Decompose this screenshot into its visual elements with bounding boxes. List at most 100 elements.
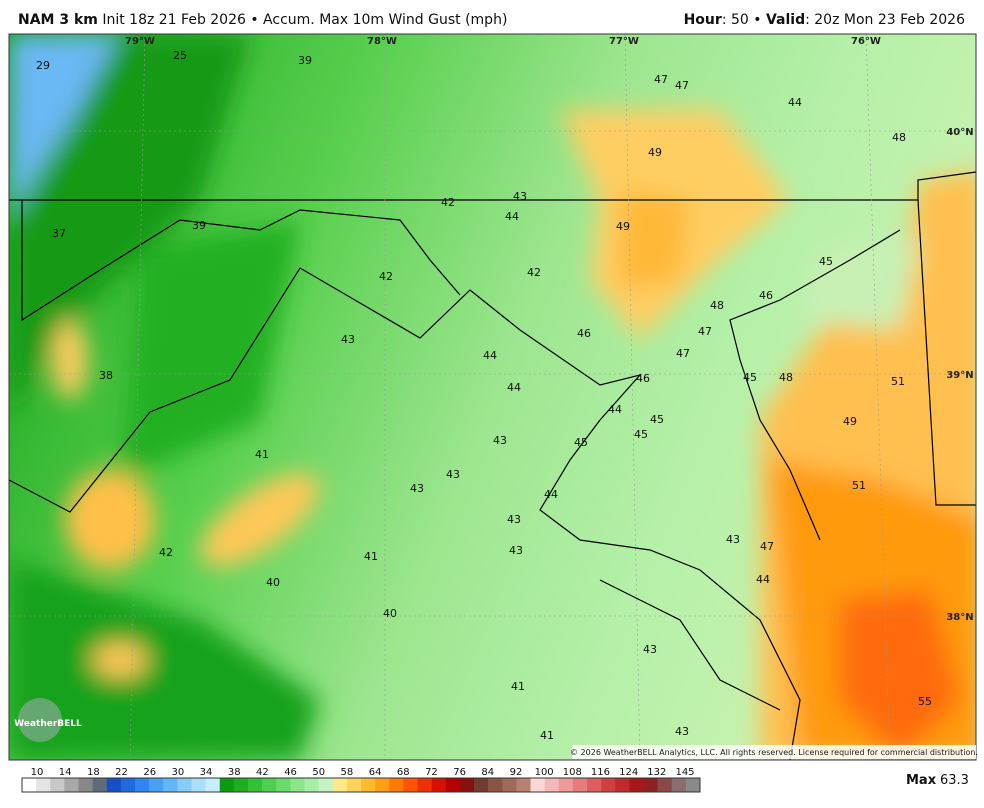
point-value: 55 xyxy=(918,695,932,708)
colorbar-swatch xyxy=(248,778,263,792)
point-value: 46 xyxy=(636,372,650,385)
point-value: 41 xyxy=(255,448,269,461)
hour-label: Hour xyxy=(683,12,722,28)
colorbar-tick-label: 18 xyxy=(87,767,100,778)
colorbar-tick-label: 132 xyxy=(647,767,666,778)
colorbar-swatch xyxy=(375,778,390,792)
colorbar-swatch xyxy=(685,778,701,792)
point-value: 43 xyxy=(675,725,689,738)
colorbar-tick-label: 38 xyxy=(228,767,241,778)
colorbar-tick-label: 76 xyxy=(453,767,466,778)
colorbar-swatch xyxy=(290,778,305,792)
colorbar-swatch xyxy=(120,778,136,792)
point-value: 46 xyxy=(759,289,773,302)
point-value: 43 xyxy=(509,544,523,557)
point-value: 43 xyxy=(341,333,355,346)
colorbar-swatch xyxy=(657,778,673,792)
colorbar-tick-label: 42 xyxy=(256,767,269,778)
colorbar-swatch xyxy=(318,778,334,792)
point-value: 42 xyxy=(159,546,173,559)
point-value: 41 xyxy=(364,550,378,563)
colorbar-tick-label: 30 xyxy=(172,767,185,778)
colorbar-tick-label: 145 xyxy=(675,767,694,778)
colorbar-swatch xyxy=(304,778,319,792)
point-value: 42 xyxy=(379,270,393,283)
colorbar-swatch xyxy=(488,778,503,792)
colorbar-tick-label: 108 xyxy=(563,767,582,778)
colorbar-tick-label: 124 xyxy=(619,767,638,778)
colorbar-swatch xyxy=(502,778,517,792)
point-value: 46 xyxy=(577,327,591,340)
colorbar-swatch xyxy=(50,778,65,792)
point-value: 38 xyxy=(99,369,113,382)
colorbar-swatch xyxy=(177,778,192,792)
point-value: 47 xyxy=(760,540,774,553)
point-value: 45 xyxy=(574,436,588,449)
colorbar-swatch xyxy=(149,778,164,792)
colorbar-swatch xyxy=(78,778,93,792)
logo: WeatherBELL xyxy=(14,719,82,729)
point-value: 49 xyxy=(843,415,857,428)
point-value: 43 xyxy=(410,482,424,495)
graticule xyxy=(9,33,976,761)
point-value: 42 xyxy=(527,266,541,279)
colorbar-swatch xyxy=(474,778,489,792)
colorbar-swatch xyxy=(106,778,122,792)
point-value: 29 xyxy=(36,59,50,72)
map-frame xyxy=(8,33,977,761)
point-value: 49 xyxy=(648,146,662,159)
colorbar-tick-label: 68 xyxy=(397,767,410,778)
colorbar-swatch xyxy=(163,778,178,792)
point-value: 45 xyxy=(650,413,664,426)
colorbar-tick-label: 14 xyxy=(59,767,72,778)
point-value: 45 xyxy=(819,255,833,268)
colorbar-swatch xyxy=(417,778,432,792)
point-value: 44 xyxy=(608,403,622,416)
model: NAM 3 km xyxy=(18,12,98,28)
point-value: 44 xyxy=(507,381,521,394)
point-value: 41 xyxy=(511,680,525,693)
point-value: 41 xyxy=(540,729,554,742)
point-value: 47 xyxy=(675,79,689,92)
point-value: 43 xyxy=(726,533,740,546)
colorbar-swatch xyxy=(643,778,658,792)
subtitle: Init 18z 21 Feb 2026 • Accum. Max 10m Wi… xyxy=(102,12,508,28)
colorbar-tick-label: 50 xyxy=(312,767,325,778)
point-value: 42 xyxy=(441,196,455,209)
colorbar-swatch xyxy=(629,778,644,792)
colorbar-swatch xyxy=(530,778,545,792)
lat-label: 38°N xyxy=(946,612,973,623)
colorbar-swatch xyxy=(558,778,574,792)
colorbar-swatch xyxy=(587,778,602,792)
point-value: 25 xyxy=(173,49,187,62)
colorbar-swatch xyxy=(332,778,348,792)
lon-label: 79°W xyxy=(125,36,155,47)
point-value: 39 xyxy=(298,54,312,67)
colorbar-tick-label: 34 xyxy=(200,767,213,778)
field xyxy=(9,34,976,760)
point-value: 47 xyxy=(654,73,668,86)
colorbar-swatch xyxy=(389,778,404,792)
point-value: 43 xyxy=(507,513,521,526)
point-value: 43 xyxy=(513,190,527,203)
colorbar-swatch xyxy=(459,778,475,792)
point-value: 49 xyxy=(616,220,630,233)
colorbar-swatch xyxy=(615,778,630,792)
header-right: Hour: 50 • Valid: 20z Mon 23 Feb 2026 xyxy=(684,12,965,28)
colorbar-frame xyxy=(21,777,701,793)
colorbar-swatch xyxy=(516,778,531,792)
max-value: 63.3 xyxy=(940,773,969,788)
point-value: 44 xyxy=(756,573,770,586)
lon-label: 76°W xyxy=(851,36,881,47)
colorbar-swatch xyxy=(191,778,206,792)
max-label: Max xyxy=(906,773,937,788)
point-value: 44 xyxy=(544,488,558,501)
point-value: 51 xyxy=(852,479,866,492)
point-value: 45 xyxy=(634,428,648,441)
hour-text: : 50 • xyxy=(721,12,762,28)
colorbar-tick-label: 10 xyxy=(31,767,44,778)
colorbar-swatch xyxy=(346,778,362,792)
colorbar-swatch xyxy=(135,778,150,792)
point-value: 51 xyxy=(891,375,905,388)
